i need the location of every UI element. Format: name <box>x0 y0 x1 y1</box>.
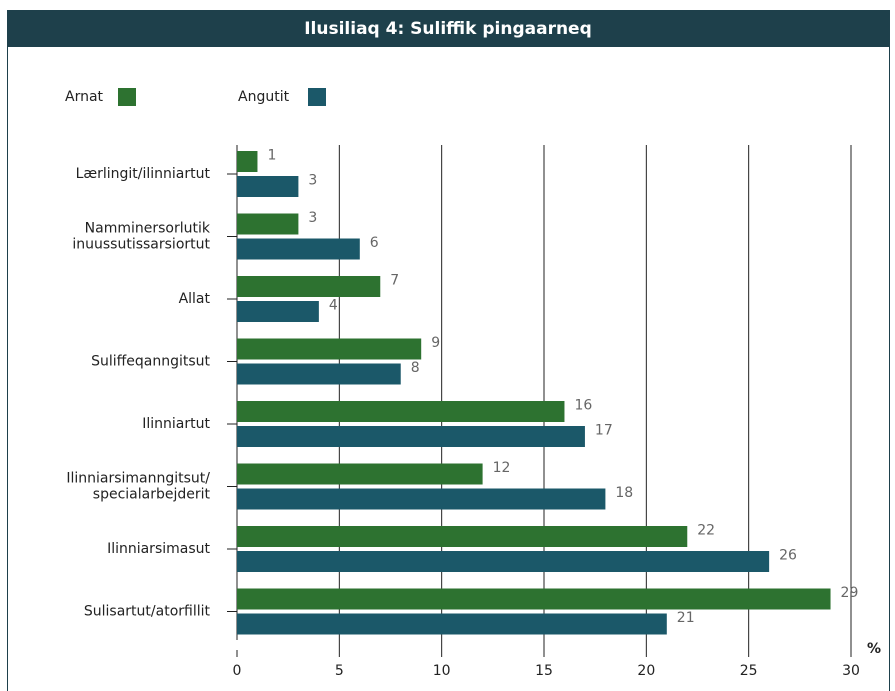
value-label: 4 <box>329 298 338 314</box>
bar <box>237 276 381 297</box>
y-tick-label-line: specialarbejderit <box>93 487 211 503</box>
value-label: 12 <box>493 460 511 476</box>
x-tick-label: 30 <box>842 663 860 679</box>
bar <box>237 588 831 610</box>
bar <box>237 301 319 322</box>
y-tick-label: Ilinniarsimasut <box>107 541 210 557</box>
y-tick-label-line: Lærlingit/ilinniartut <box>76 166 211 182</box>
y-tick-label-line: Suliffeqanngitsut <box>91 354 210 370</box>
value-label: 17 <box>595 423 613 439</box>
bar <box>237 488 606 510</box>
x-unit: % <box>867 641 881 657</box>
x-tick-label: 5 <box>335 663 344 679</box>
value-label: 21 <box>677 610 695 626</box>
x-tick-label: 15 <box>535 663 553 679</box>
x-tick-label: 20 <box>637 663 655 679</box>
y-tick-label: Ilinniarsimanngitsut/specialarbejderit <box>66 471 210 503</box>
legend-swatch <box>118 88 136 106</box>
value-label: 1 <box>267 148 276 164</box>
legend-label: Arnat <box>65 89 104 105</box>
value-label: 3 <box>308 210 317 226</box>
bar <box>237 213 299 235</box>
y-tick-label-line: Ilinniarsimasut <box>107 541 210 557</box>
bar <box>237 238 360 260</box>
bar <box>237 526 688 547</box>
y-tick-label-line: Sulisartut/atorfillit <box>84 604 211 620</box>
value-label: 16 <box>574 398 592 414</box>
bar <box>237 151 258 172</box>
bar <box>237 426 585 447</box>
bar <box>237 463 483 485</box>
value-label: 26 <box>779 548 797 564</box>
y-tick-label-line: Allat <box>179 291 211 307</box>
bar <box>237 613 667 635</box>
x-tick-label: 25 <box>740 663 758 679</box>
legend-swatch <box>308 88 326 106</box>
value-label: 7 <box>390 273 399 289</box>
y-tick-label-line: Ilinniartut <box>142 416 210 432</box>
y-tick-label-line: Ilinniarsimanngitsut/ <box>66 471 210 487</box>
value-label: 3 <box>308 173 317 189</box>
y-tick-label: Ilinniartut <box>142 416 210 432</box>
bar <box>237 363 401 385</box>
y-tick-label: Lærlingit/ilinniartut <box>76 166 211 182</box>
value-label: 6 <box>370 235 379 251</box>
y-tick-label-line: inuussutissarsiortut <box>72 237 210 253</box>
bar <box>237 176 299 197</box>
y-tick-label-line: Namminersorlutik <box>85 221 211 237</box>
y-tick-label: Namminersorlutik inuussutissarsiortut <box>72 221 211 253</box>
value-label: 8 <box>411 360 420 376</box>
y-tick-label: Suliffeqanngitsut <box>91 354 210 370</box>
value-label: 22 <box>697 523 715 539</box>
bar <box>237 401 565 422</box>
value-label: 9 <box>431 335 440 351</box>
x-tick-label: 0 <box>233 663 242 679</box>
bar <box>237 338 422 360</box>
chart-title: Ilusiliaq 4: Suliffik pingaarneq <box>304 19 592 39</box>
legend-label: Angutit <box>238 89 290 105</box>
title-bar <box>7 10 890 47</box>
y-tick-label: Allat <box>179 291 211 307</box>
y-tick-label: Sulisartut/atorfillit <box>84 604 211 620</box>
value-label: 29 <box>841 585 859 601</box>
bar <box>237 551 770 572</box>
x-tick-label: 10 <box>433 663 451 679</box>
value-label: 18 <box>615 485 633 501</box>
